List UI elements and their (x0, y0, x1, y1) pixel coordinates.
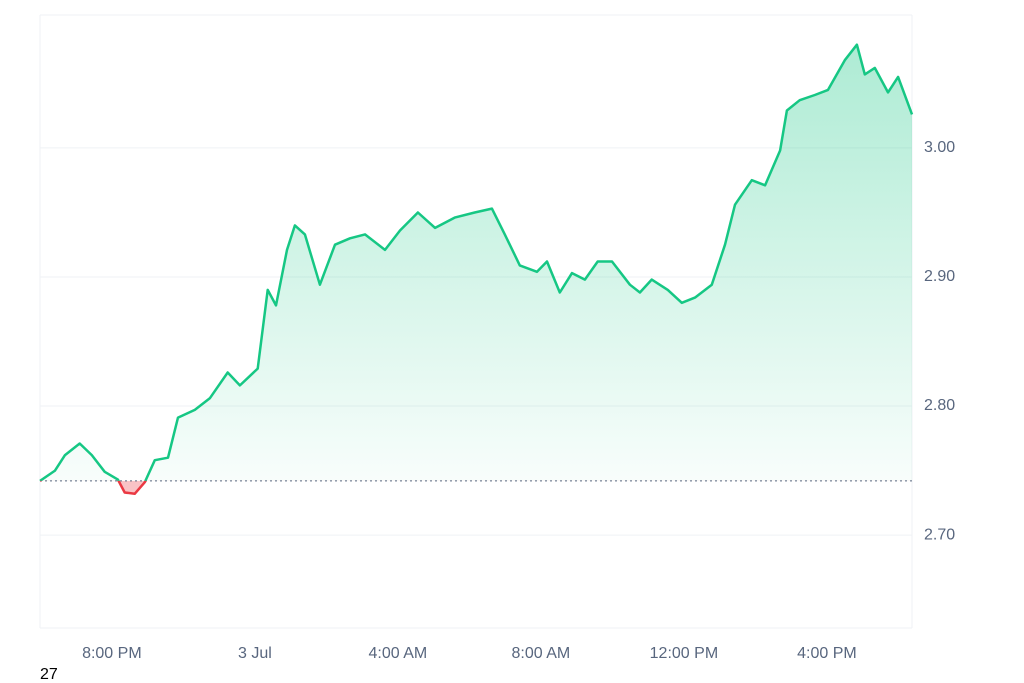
x-tick-label: 4:00 AM (369, 645, 428, 662)
y-tick-label: 2.90 (924, 268, 955, 285)
y-tick-label: 3.00 (924, 139, 955, 156)
price-line (39, 43, 914, 481)
area-above (40, 44, 912, 481)
x-tick-label: 8:00 AM (512, 645, 571, 662)
x-tick-label: 4:00 PM (797, 645, 857, 662)
footer-text: 27 (40, 666, 58, 683)
y-tick-label: 2.80 (924, 397, 955, 414)
x-tick-label: 8:00 PM (82, 645, 142, 662)
x-tick-label: 3 Jul (238, 645, 272, 662)
x-tick-label: 12:00 PM (650, 645, 718, 662)
y-tick-label: 2.70 (924, 526, 955, 543)
